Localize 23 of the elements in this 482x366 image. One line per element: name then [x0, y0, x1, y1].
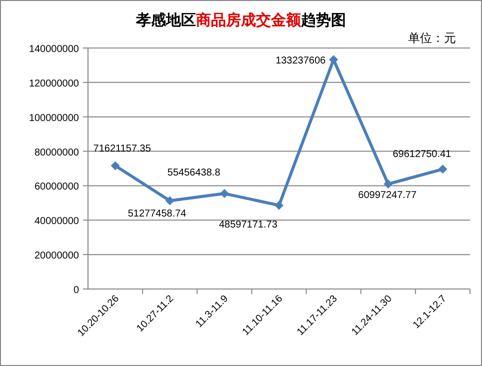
chart-title: 孝感地区商品房成交金额趋势图: [135, 11, 346, 29]
data-label: 71621157.35: [93, 144, 152, 155]
data-label: 51277458.74: [128, 208, 187, 220]
point: [274, 200, 284, 210]
y-tick-label: 140000000: [28, 44, 80, 55]
point: [438, 164, 448, 174]
y-tick-label: 100000000: [28, 112, 80, 124]
point: [110, 161, 120, 170]
y-tick-label: 0: [73, 285, 80, 296]
y-tick-label: 40000000: [34, 216, 80, 228]
data-label: 60997247.77: [358, 190, 417, 201]
point: [384, 180, 393, 188]
data-label: 48597171.73: [219, 219, 278, 230]
y-tick-label: 80000000: [34, 147, 80, 158]
point: [165, 196, 174, 206]
y-tick-label: 60000000: [34, 182, 80, 193]
data-label: 55456438.8: [167, 168, 221, 179]
y-tick-label: 120000000: [28, 78, 80, 90]
data-label: 69612750.41: [392, 149, 452, 160]
text: 单位：元: [408, 31, 456, 45]
data-label: 133237606: [276, 56, 326, 67]
point: [329, 55, 338, 64]
y-tick-label: 20000000: [34, 250, 80, 262]
